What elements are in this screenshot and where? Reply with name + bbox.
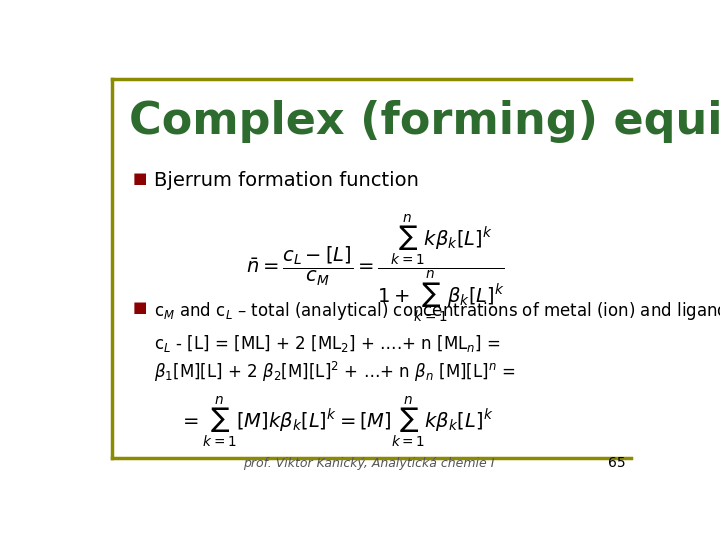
Text: $\blacksquare$: $\blacksquare$ [132,171,147,187]
Text: $= \sum_{k=1}^{n} [M]k\beta_k [L]^k = [M]\sum_{k=1}^{n} k\beta_k [L]^k$: $= \sum_{k=1}^{n} [M]k\beta_k [L]^k = [M… [179,395,494,450]
Text: c$_{M}$ and c$_{L}$ – total (analytical) concentrations of metal (ion) and ligan: c$_{M}$ and c$_{L}$ – total (analytical)… [154,300,720,322]
Text: c$_{L}$ - [L] = [ML] + 2 [ML$_{2}$] + ….+ n [ML$_{n}$] =: c$_{L}$ - [L] = [ML] + 2 [ML$_{2}$] + ….… [154,333,501,354]
Text: prof. Viktor Kanický, Analytická chemie I: prof. Viktor Kanický, Analytická chemie … [243,457,495,470]
Text: 65: 65 [608,456,626,470]
Text: Bjerrum formation function: Bjerrum formation function [154,171,419,190]
Text: Complex (forming) equilibria: Complex (forming) equilibria [129,100,720,143]
Text: $\blacksquare$: $\blacksquare$ [132,300,147,316]
Text: $\beta_1$[M][L] + 2 $\beta_2$[M][L]$^2$ + …+ n $\beta_n$ [M][L]$^n$ =: $\beta_1$[M][L] + 2 $\beta_2$[M][L]$^2$ … [154,360,516,384]
Text: $\bar{n} = \dfrac{c_L - [L]}{c_M} = \dfrac{\sum_{k=1}^{n} k\beta_k [L]^k}{1 + \s: $\bar{n} = \dfrac{c_L - [L]}{c_M} = \dfr… [246,212,505,324]
